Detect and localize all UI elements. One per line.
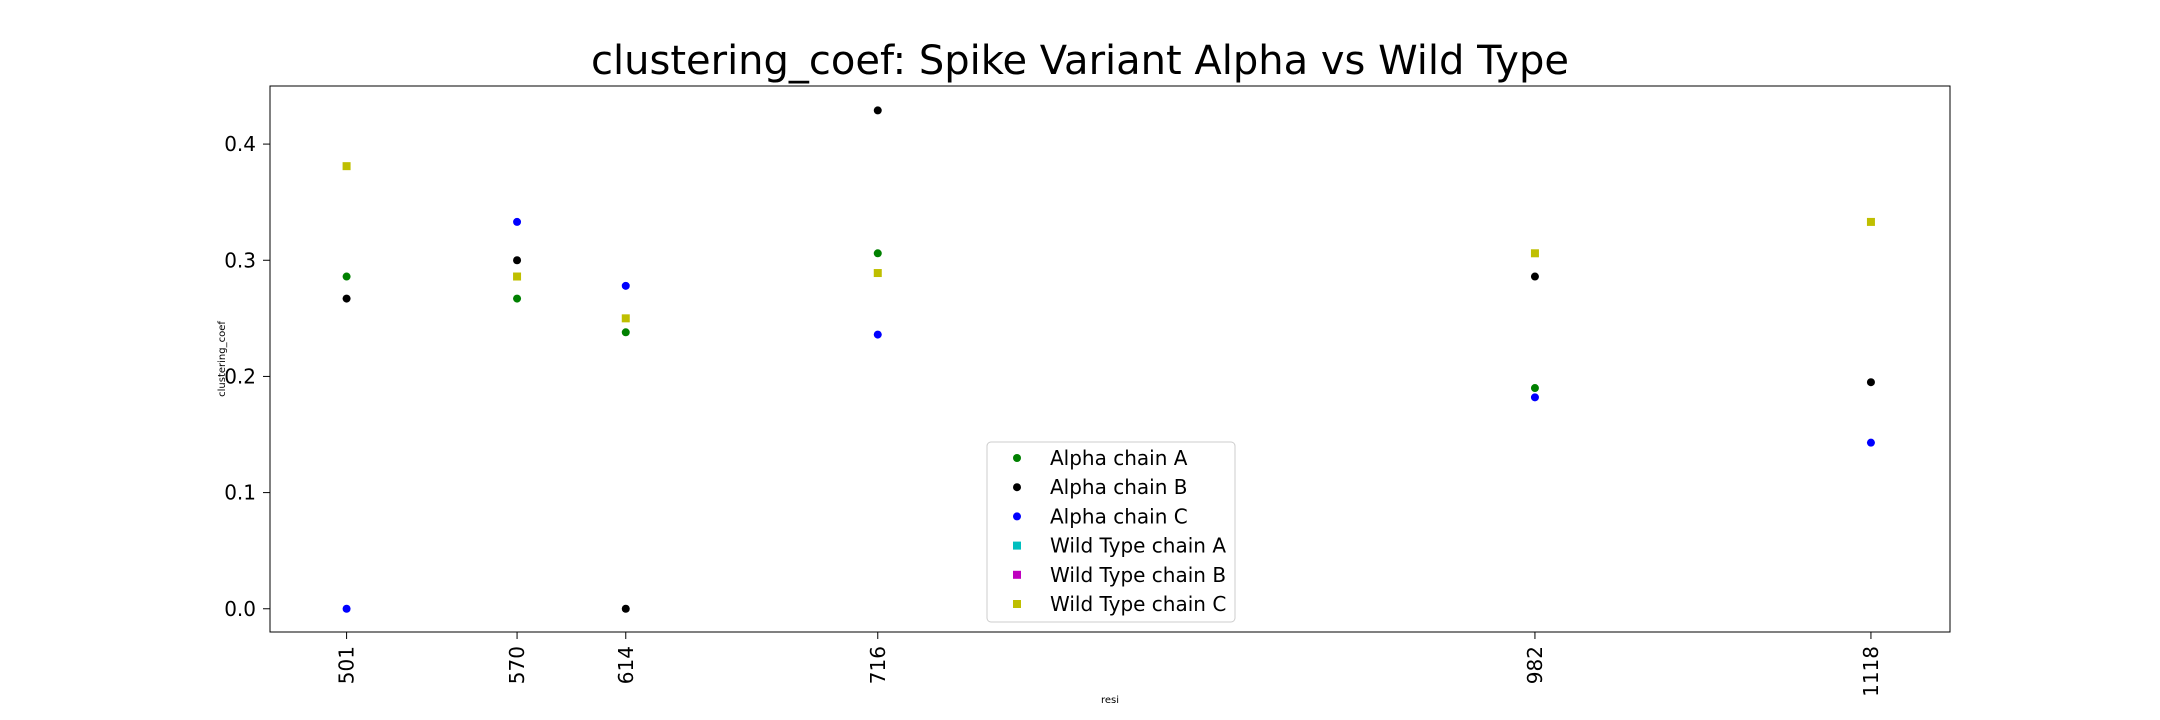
y-tick-label: 0.1 [224, 481, 256, 505]
legend: Alpha chain A Alpha chain B Alpha chain C W… [986, 441, 1236, 623]
legend-marker [1013, 454, 1021, 462]
data-point [621, 604, 630, 613]
data-point [1530, 393, 1539, 402]
data-point [621, 328, 630, 337]
x-tick-label: 614 [614, 646, 638, 684]
data-point [1866, 378, 1875, 387]
x-tick-label: 1118 [1859, 646, 1883, 697]
data-point [513, 272, 522, 281]
y-axis-label: clustering_coef [217, 321, 228, 397]
y-tick-label: 0.2 [224, 364, 256, 388]
x-tick-label: 501 [335, 646, 359, 684]
data-point [342, 294, 351, 303]
legend-marker [1013, 512, 1021, 521]
legend-label: Wild Type chain B [1050, 563, 1226, 587]
data-point [342, 162, 351, 171]
data-point [513, 294, 522, 303]
x-tick-label: 716 [866, 646, 890, 684]
y-tick-label: 0.4 [224, 132, 256, 156]
data-point [621, 314, 630, 323]
data-points [342, 106, 1875, 613]
x-tick-label: 982 [1523, 646, 1547, 684]
data-point [513, 256, 522, 265]
data-point [873, 249, 882, 258]
legend-label: Alpha chain B [1050, 475, 1187, 499]
legend-marker [1013, 541, 1021, 550]
y-axis: 0.0 0.1 0.2 0.3 0.4 [224, 132, 270, 621]
data-point [873, 269, 882, 278]
data-point [513, 217, 522, 226]
data-point [342, 604, 351, 613]
legend-label: Wild Type chain C [1050, 592, 1226, 616]
x-axis-label: resi [1101, 695, 1119, 706]
y-tick-label: 0.3 [224, 248, 256, 272]
plot-area [269, 85, 1951, 633]
data-point [1530, 249, 1539, 258]
data-point [873, 106, 882, 115]
legend-label: Wild Type chain A [1050, 534, 1226, 558]
x-axis: 501 570 614 716 982 1118 [335, 632, 1883, 697]
legend-marker [1013, 600, 1021, 608]
data-point [342, 272, 351, 281]
data-point [1866, 217, 1875, 226]
data-point [1866, 438, 1875, 447]
x-tick-label: 570 [505, 646, 529, 684]
data-point [1530, 272, 1539, 281]
data-point [1530, 384, 1539, 393]
y-tick-label: 0.0 [224, 597, 256, 621]
data-point [621, 281, 630, 290]
chart-title: clustering_coef: Spike Variant Alpha vs … [591, 38, 1569, 84]
data-point [873, 330, 882, 339]
legend-box [986, 441, 1236, 623]
legend-label: Alpha chain A [1050, 446, 1188, 470]
legend-marker [1013, 483, 1021, 492]
legend-label: Alpha chain C [1050, 504, 1188, 528]
legend-marker [1013, 570, 1021, 579]
